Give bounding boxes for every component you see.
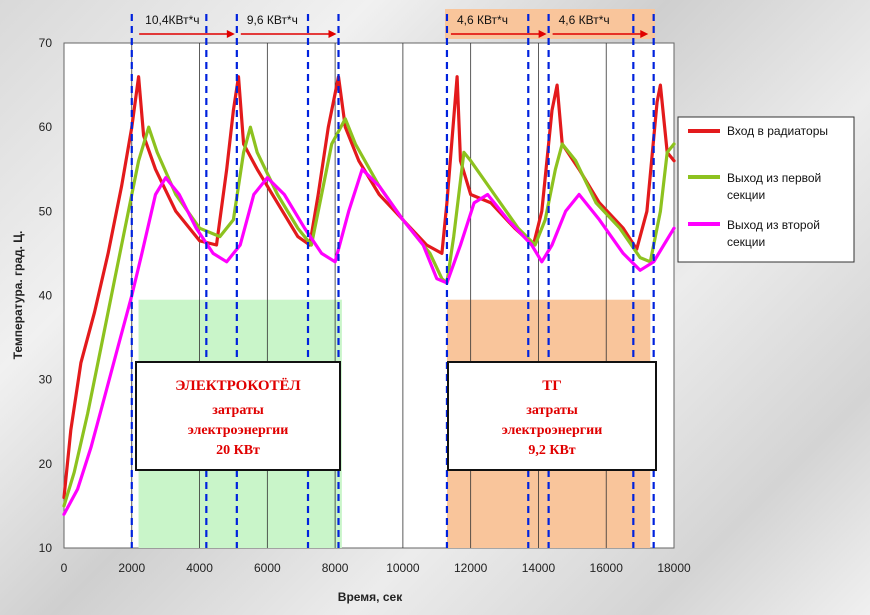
annotation-electric-boiler: ЭЛЕКТРОКОТЁЛ затраты электроэнергии 20 К… xyxy=(135,361,341,471)
energy-label: 4,6 КВт*ч xyxy=(457,13,508,27)
y-tick-label: 70 xyxy=(39,36,53,50)
y-axis-title: Температура. град. Ц. xyxy=(11,231,25,360)
legend: Вход в радиаторы Выход из первой секции В… xyxy=(677,116,855,263)
energy-label: 9,6 КВт*ч xyxy=(247,13,298,27)
series-line-1 xyxy=(62,117,676,508)
x-axis-title: Время, сек xyxy=(338,590,403,604)
annotation-line: 20 КВт xyxy=(216,443,260,458)
annotation-line: электроэнергии xyxy=(188,423,289,438)
x-tick-label: 14000 xyxy=(522,561,556,575)
x-tick-label: 8000 xyxy=(322,561,349,575)
energy-label: 10,4КВт*ч xyxy=(145,13,199,27)
annotation-line: электроэнергии xyxy=(502,423,603,438)
legend-label-second: Выход из второй секции xyxy=(727,218,820,249)
annotation-title: ЭЛЕКТРОКОТЁЛ xyxy=(175,378,300,394)
energy-arrow-head xyxy=(640,30,649,38)
y-tick-label: 20 xyxy=(39,457,53,471)
energy-arrow-head xyxy=(328,30,337,38)
annotation-title: ТГ xyxy=(542,378,562,394)
series-line-2 xyxy=(62,167,676,516)
x-tick-label: 16000 xyxy=(590,561,624,575)
x-tick-label: 6000 xyxy=(254,561,281,575)
x-tick-label: 2000 xyxy=(118,561,145,575)
y-tick-label: 40 xyxy=(39,289,53,303)
y-tick-label: 50 xyxy=(39,204,53,218)
annotation-line: затраты xyxy=(212,403,264,418)
x-tick-label: 18000 xyxy=(657,561,691,575)
annotation-line: 9,2 КВт xyxy=(528,443,575,458)
energy-label: 4,6 КВт*ч xyxy=(559,13,610,27)
y-tick-label: 30 xyxy=(39,373,53,387)
y-tick-label: 60 xyxy=(39,120,53,134)
legend-label-inlet: Вход в радиаторы xyxy=(727,124,828,138)
x-tick-label: 4000 xyxy=(186,561,213,575)
x-tick-label: 0 xyxy=(61,561,68,575)
x-tick-label: 12000 xyxy=(454,561,488,575)
y-tick-label: 10 xyxy=(39,541,53,555)
energy-arrow-head xyxy=(226,30,235,38)
legend-label-first: Выход из первой секции xyxy=(727,171,821,202)
annotation-tg: ТГ затраты электроэнергии 9,2 КВт xyxy=(447,361,657,471)
energy-arrow-head xyxy=(538,30,547,38)
x-tick-label: 10000 xyxy=(386,561,420,575)
annotation-line: затраты xyxy=(526,403,578,418)
